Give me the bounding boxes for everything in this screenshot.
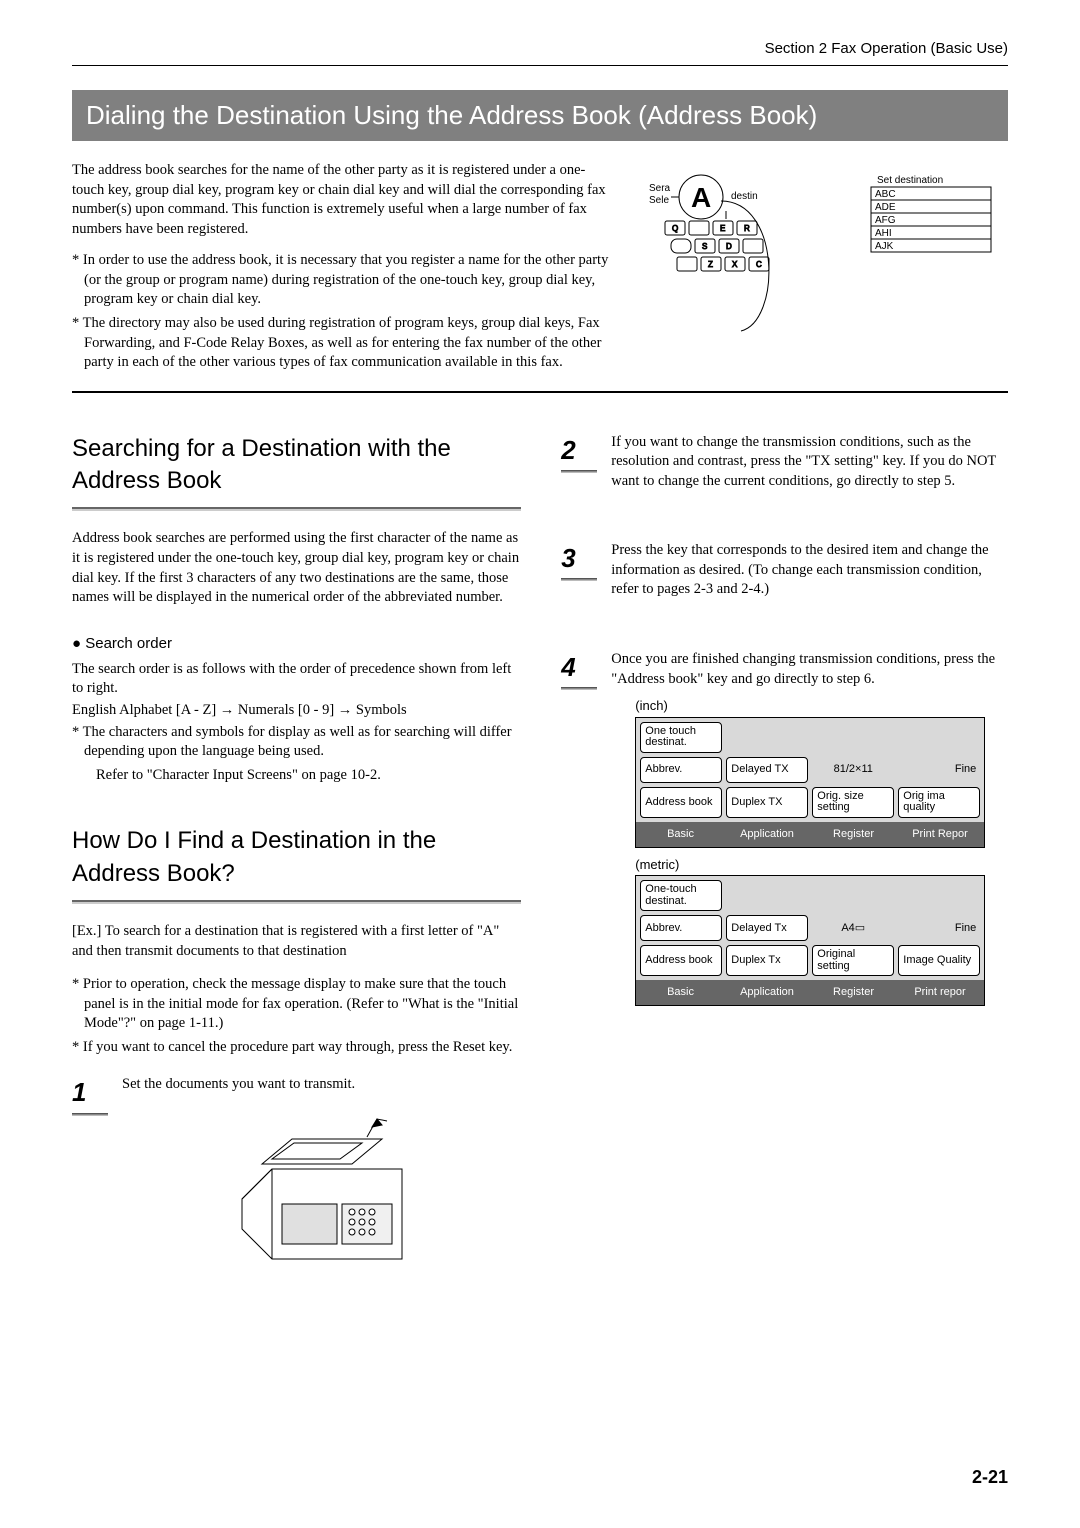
step-4-number: 4 bbox=[561, 650, 597, 685]
step-2-number: 2 bbox=[561, 433, 597, 468]
step-4: 4 Once you are finished changing transmi… bbox=[561, 650, 1008, 1006]
panel-metric: One-touch destinat. Abbrev. Delayed Tx A… bbox=[635, 875, 985, 1006]
section-header: Section 2 Fax Operation (Basic Use) bbox=[72, 40, 1008, 66]
howto-note2: * If you want to cancel the procedure pa… bbox=[72, 1038, 521, 1058]
tab-register[interactable]: Register bbox=[813, 825, 894, 844]
svg-text:AJK: AJK bbox=[875, 241, 894, 252]
btn-abbrev[interactable]: Abbrev. bbox=[640, 757, 722, 783]
section-searching-title: Searching for a Destination with the Add… bbox=[72, 433, 521, 498]
svg-text:C: C bbox=[756, 260, 762, 269]
howto-example: [Ex.] To search for a destination that i… bbox=[72, 922, 521, 961]
diagram-sele: Sele bbox=[649, 195, 669, 206]
tab-basic[interactable]: Basic bbox=[640, 825, 721, 844]
page-title: Dialing the Destination Using the Addres… bbox=[72, 90, 1008, 141]
search-order-note2: Refer to "Character Input Screens" on pa… bbox=[72, 766, 521, 786]
btn-one-touch[interactable]: One touch destinat. bbox=[640, 722, 722, 753]
tab-application-m[interactable]: Application bbox=[727, 983, 808, 1002]
search-order-head: ● Search order bbox=[72, 634, 521, 654]
tab-print-report-m[interactable]: Print repor bbox=[900, 983, 981, 1002]
diagram-sera: Sera bbox=[649, 183, 671, 194]
panel-inch: One touch destinat. Abbrev. Delayed TX 8… bbox=[635, 717, 985, 848]
btn-one-touch-m[interactable]: One-touch destinat. bbox=[640, 880, 722, 911]
section-howto-title: How Do I Find a Destination in the Addre… bbox=[72, 825, 521, 890]
svg-text:D: D bbox=[726, 242, 732, 251]
divider bbox=[72, 391, 1008, 393]
step-1: 1 Set the documents you want to transmit… bbox=[72, 1075, 521, 1285]
panel-inch-label: (inch) bbox=[635, 697, 1008, 715]
svg-text:X: X bbox=[732, 260, 738, 269]
btn-delayed-tx-m[interactable]: Delayed Tx bbox=[726, 915, 808, 941]
step-3-text: Press the key that corresponds to the de… bbox=[611, 541, 1008, 600]
diagram-destin: destin bbox=[731, 191, 758, 202]
panel-metric-label: (metric) bbox=[635, 856, 1008, 874]
intro-para: The address book searches for the name o… bbox=[72, 161, 615, 239]
step-2-text: If you want to change the transmission c… bbox=[611, 433, 1008, 492]
intro-text: The address book searches for the name o… bbox=[72, 161, 615, 377]
btn-orig-size[interactable]: Orig. size setting bbox=[812, 787, 894, 818]
svg-text:R: R bbox=[744, 224, 750, 233]
tab-basic-m[interactable]: Basic bbox=[640, 983, 721, 1002]
svg-text:AHI: AHI bbox=[875, 228, 892, 239]
search-order-p1: The search order is as follows with the … bbox=[72, 660, 521, 699]
tab-register-m[interactable]: Register bbox=[813, 983, 894, 1002]
search-order-note1: * The characters and symbols for display… bbox=[72, 723, 521, 762]
btn-duplex-tx[interactable]: Duplex TX bbox=[726, 787, 808, 818]
intro-figure: Sera Sele A destin Q E R S D Z X C bbox=[635, 161, 1008, 377]
svg-text:AFG: AFG bbox=[875, 215, 896, 226]
diagram-A: A bbox=[691, 182, 711, 213]
svg-text:Z: Z bbox=[708, 260, 713, 269]
btn-orig-size-m[interactable]: Original setting bbox=[812, 945, 894, 976]
label-fine: Fine bbox=[898, 757, 980, 783]
intro-note-1: * In order to use the address book, it i… bbox=[72, 251, 615, 310]
svg-text:E: E bbox=[720, 224, 725, 233]
tab-print-report[interactable]: Print Repor bbox=[900, 825, 981, 844]
svg-text:S: S bbox=[702, 242, 707, 251]
step-1-text: Set the documents you want to transmit. bbox=[122, 1075, 521, 1095]
btn-delayed-tx[interactable]: Delayed TX bbox=[726, 757, 808, 783]
btn-address-book-m[interactable]: Address book bbox=[640, 945, 722, 976]
btn-duplex-tx-m[interactable]: Duplex Tx bbox=[726, 945, 808, 976]
step-3-number: 3 bbox=[561, 541, 597, 576]
searching-para: Address book searches are performed usin… bbox=[72, 529, 521, 607]
btn-img-quality-m[interactable]: Image Quality bbox=[898, 945, 980, 976]
search-order-p2: English Alphabet [A - Z] → Numerals [0 -… bbox=[72, 701, 521, 721]
section-underline-2 bbox=[72, 900, 521, 904]
svg-text:ABC: ABC bbox=[875, 189, 896, 200]
svg-text:Q: Q bbox=[672, 224, 678, 233]
btn-orig-quality[interactable]: Orig ima quality bbox=[898, 787, 980, 818]
page-number: 2-21 bbox=[972, 1467, 1008, 1488]
step-3: 3 Press the key that corresponds to the … bbox=[561, 541, 1008, 614]
btn-address-book[interactable]: Address book bbox=[640, 787, 722, 818]
btn-abbrev-m[interactable]: Abbrev. bbox=[640, 915, 722, 941]
label-paper-size: 81/2×11 bbox=[812, 757, 894, 783]
fax-machine-figure bbox=[122, 1109, 521, 1286]
section-underline bbox=[72, 507, 521, 511]
svg-text:ADE: ADE bbox=[875, 202, 896, 213]
intro-note-2: * The directory may also be used during … bbox=[72, 314, 615, 373]
howto-note1: * Prior to operation, check the message … bbox=[72, 975, 521, 1034]
label-fine-m: Fine bbox=[898, 915, 980, 941]
tab-application[interactable]: Application bbox=[727, 825, 808, 844]
step-1-number: 1 bbox=[72, 1075, 108, 1110]
step-2: 2 If you want to change the transmission… bbox=[561, 433, 1008, 506]
step-4-text: Once you are finished changing transmiss… bbox=[611, 650, 1008, 689]
label-paper-size-m: A4▭ bbox=[812, 915, 894, 941]
diagram-label: Set destination bbox=[877, 175, 943, 186]
